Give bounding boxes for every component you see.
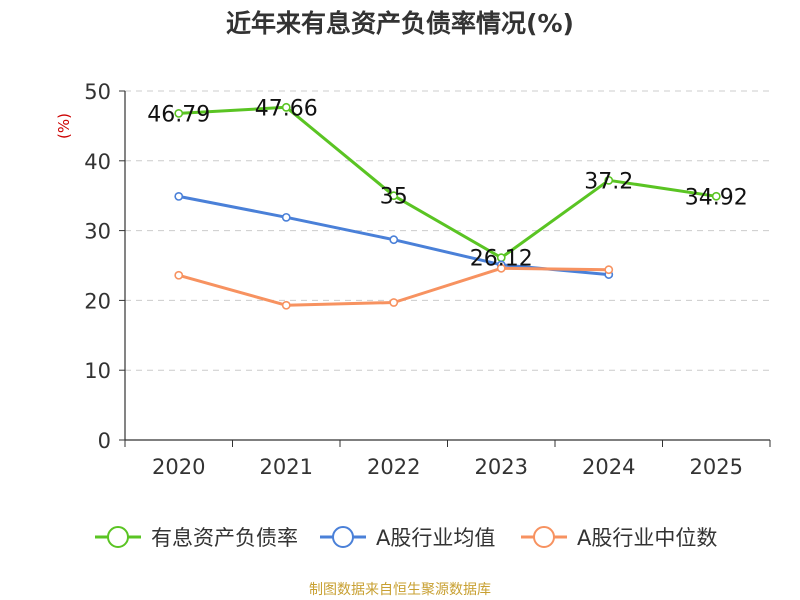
data-point	[604, 265, 614, 275]
series-lines	[174, 102, 721, 310]
x-tick-label: 2022	[367, 455, 420, 479]
y-tick-label: 10	[84, 359, 111, 383]
legend-marker-icon	[107, 526, 129, 548]
data-point	[281, 212, 291, 222]
data-point	[174, 270, 184, 280]
y-tick-label: 0	[98, 429, 111, 453]
y-tick-label: 20	[84, 289, 111, 313]
x-tick-label: 2020	[152, 455, 205, 479]
data-point	[281, 300, 291, 310]
legend-item-2[interactable]: A股行业中位数	[521, 526, 717, 550]
x-tick-label: 2021	[260, 455, 313, 479]
x-tick-label: 2023	[475, 455, 528, 479]
data-label: 46.79	[147, 102, 210, 127]
data-point	[604, 175, 614, 185]
legend-label: A股行业中位数	[577, 526, 717, 550]
source-note: 制图数据来自恒生聚源数据库	[309, 582, 491, 598]
axes: 0 10 20 30 40 50 2020 2021 2022 2023 2024 2025 (%)	[55, 80, 771, 479]
data-point	[281, 102, 291, 112]
y-tick-label: 50	[84, 80, 111, 104]
data-label: 34.92	[685, 185, 748, 210]
y-axis-label: (%)	[55, 113, 73, 139]
series-line-0	[177, 105, 718, 260]
data-label: 37.2	[584, 169, 633, 194]
data-label: 26.12	[470, 247, 533, 272]
data-labels: 46.79 47.66 35 26.12 37.2 34.92	[147, 96, 747, 271]
y-tick-label: 40	[84, 150, 111, 174]
y-tick-label: 30	[84, 220, 111, 244]
legend-label: 有息资产负债率	[151, 526, 298, 550]
legend-label: A股行业均值	[376, 526, 495, 550]
data-label: 47.66	[255, 96, 318, 121]
legend[interactable]: 有息资产负债率 A股行业均值 A股行业中位数	[95, 526, 717, 550]
data-point	[389, 298, 399, 307]
legend-item-0[interactable]: 有息资产负债率	[95, 526, 298, 550]
legend-marker-icon	[332, 526, 354, 548]
data-point	[389, 191, 399, 201]
chart-title: 近年来有息资产负债率情况(%)	[226, 9, 574, 38]
legend-item-1[interactable]: A股行业均值	[320, 526, 495, 550]
data-point	[389, 235, 399, 245]
data-point	[711, 191, 721, 201]
data-point	[174, 109, 184, 118]
data-point	[174, 191, 184, 201]
gridlines	[125, 90, 770, 371]
data-point	[496, 263, 506, 273]
legend-marker-icon	[533, 526, 555, 548]
data-label: 35	[380, 185, 408, 210]
x-tick-label: 2025	[690, 455, 743, 479]
x-tick-label: 2024	[582, 455, 635, 479]
